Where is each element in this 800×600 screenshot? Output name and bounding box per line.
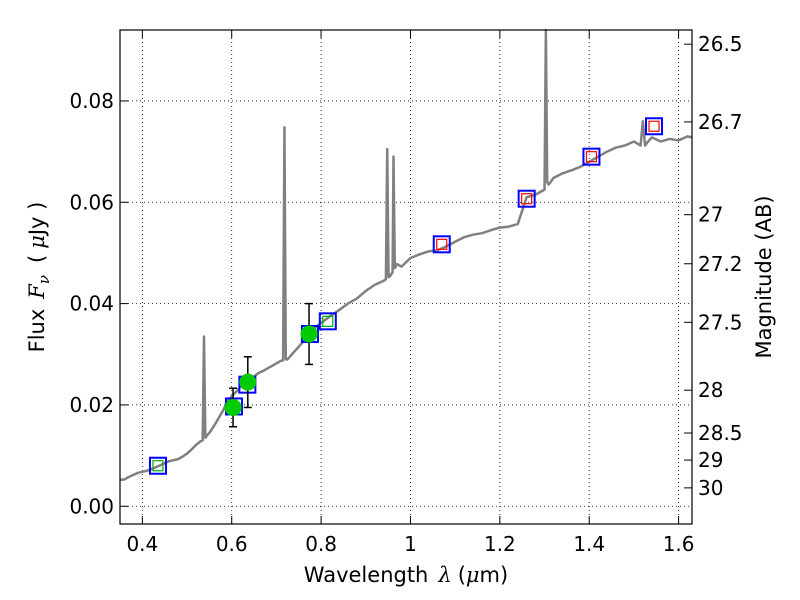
right-tick-label: 27.2 (698, 252, 743, 276)
plot-frame (119, 29, 693, 525)
y-axis-label: FluxFν(μJy ) (25, 202, 53, 353)
spectrum-layer (119, 28, 693, 482)
right-tick-label: 27.5 (698, 310, 743, 334)
right-tick-label: 30 (698, 476, 723, 500)
spectrum-line (119, 28, 693, 482)
red-square-marker (648, 120, 660, 132)
x-tick-label: 1.2 (484, 532, 516, 556)
x-tick-label: 0.8 (305, 532, 337, 556)
red-square-marker (436, 238, 448, 250)
right-tick-label: 26.5 (698, 32, 743, 56)
blue-square-marker (582, 147, 601, 166)
y-tick-label: 0.00 (69, 494, 114, 518)
right-tick-label: 26.7 (698, 110, 743, 134)
right-tick-label: 27 (698, 203, 723, 227)
red-square-marker (585, 151, 598, 163)
right-tick-label: 28 (698, 378, 723, 402)
blue-square-marker (318, 312, 337, 331)
ticks: 0.4 0.6 0.8 1 1.2 1.4 1.6 0.00 0.02 0.04 0.06 0.08 2… (69, 30, 743, 556)
right-axis-label: Magnitude (AB) (752, 195, 776, 358)
blue-square-marker (432, 235, 451, 254)
x-axis-label: Wavelength λ (μm) (304, 563, 508, 587)
right-tick-label: 28.5 (698, 421, 743, 445)
markers (148, 117, 664, 475)
y-tick-label: 0.04 (69, 292, 114, 316)
grid (120, 30, 692, 524)
y-tick-label: 0.02 (69, 393, 114, 417)
y-tick-label: 0.06 (69, 190, 114, 214)
green-square-marker (152, 460, 164, 472)
red-square-marker (521, 193, 533, 205)
photometry-point (239, 373, 257, 391)
x-tick-label: 1.6 (663, 532, 695, 556)
photometry-point (300, 325, 318, 343)
x-tick-label: 0.4 (126, 532, 158, 556)
x-tick-label: 1 (404, 532, 417, 556)
blue-square-marker (148, 456, 167, 475)
blue-square-marker (517, 189, 536, 208)
green-square-marker (322, 315, 334, 327)
right-tick-label: 29 (698, 448, 723, 472)
y-tick-label: 0.08 (69, 89, 114, 113)
blue-square-marker (645, 117, 664, 136)
x-tick-label: 1.4 (573, 532, 605, 556)
x-tick-label: 0.6 (216, 532, 248, 556)
photometry-point (224, 398, 242, 416)
